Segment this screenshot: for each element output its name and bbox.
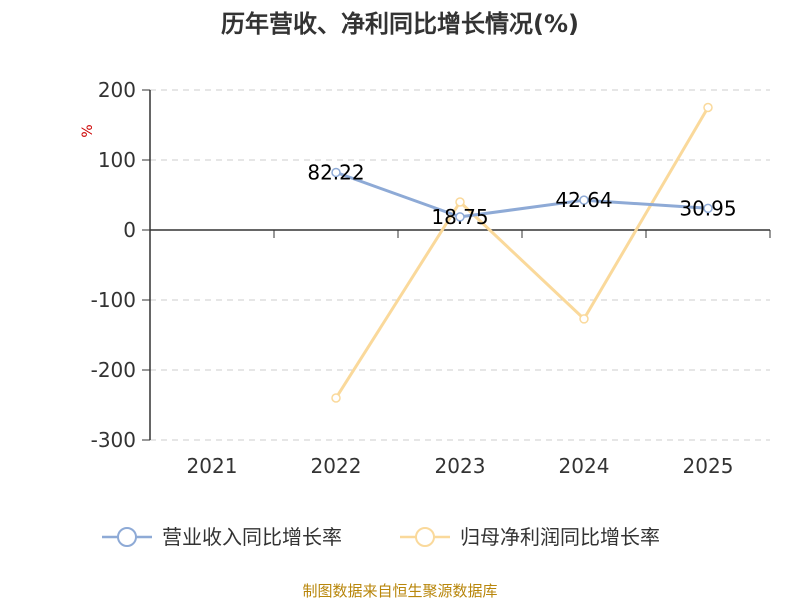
x-tick-label: 2025 [683,454,734,478]
y-tick-label: 200 [98,78,136,102]
y-tick-label: 100 [98,148,136,172]
data-point [331,393,341,403]
series-line-1 [334,106,710,399]
data-point [579,314,589,324]
series-line-0 [335,170,709,219]
data-point [703,203,713,214]
legend-label-revenue: 营业收入同比增长率 [162,525,342,549]
y-tick-label: -100 [91,288,136,312]
data-label: 42.64 [555,188,612,212]
legend[interactable]: 营业收入同比增长率 归母净利润同比增长率 [102,525,660,549]
x-tick-label: 2023 [435,454,486,478]
legend-item-profit[interactable]: 归母净利润同比增长率 [400,525,660,549]
data-point [579,195,589,205]
data-label: 30.95 [679,196,736,220]
grid-lines [150,89,770,441]
legend-marker-revenue [117,527,137,547]
y-tick-label: -200 [91,358,136,382]
legend-marker-profit [415,527,435,547]
legend-item-revenue[interactable]: 营业收入同比增长率 [102,525,342,549]
legend-label-profit: 归母净利润同比增长率 [460,525,660,549]
data-labels: 82.22 18.75 42.64 30.95 [307,160,736,228]
source-note: 制图数据来自恒生聚源数据库 [302,582,497,600]
data-point [703,102,713,113]
y-tick-label: 0 [123,218,136,242]
axes: 200 100 0 -100 -200 -300 2021 2022 2023 2024 2025 [91,78,771,478]
data-label: 82.22 [307,160,364,184]
series-lines [331,102,713,403]
x-tick-label: 2024 [559,454,610,478]
x-tick-label: 2021 [187,454,238,478]
y-axis-label: % [80,124,96,137]
data-point [331,167,341,178]
y-tick-label: -300 [91,428,136,452]
data-point [455,212,465,222]
data-label: 18.75 [431,205,488,229]
chart-title: 历年营收、净利同比增长情况(%) [221,10,579,38]
data-point [455,197,465,207]
x-tick-label: 2022 [311,454,362,478]
